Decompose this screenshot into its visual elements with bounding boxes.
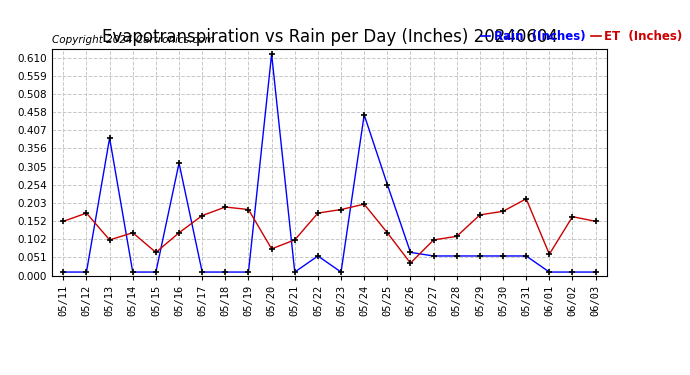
Legend: Rain  (Inches), ET  (Inches): Rain (Inches), ET (Inches) [476,25,687,48]
Title: Evapotranspiration vs Rain per Day (Inches) 20240604: Evapotranspiration vs Rain per Day (Inch… [101,28,558,46]
Text: Copyright 2024 Cartronics.com: Copyright 2024 Cartronics.com [52,35,215,45]
